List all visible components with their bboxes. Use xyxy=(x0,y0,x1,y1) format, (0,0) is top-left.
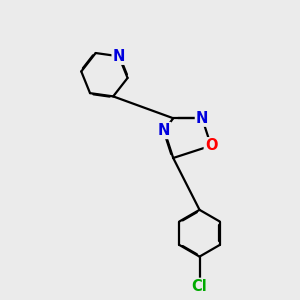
Text: O: O xyxy=(205,138,217,153)
Text: N: N xyxy=(112,49,125,64)
Text: Cl: Cl xyxy=(192,279,207,294)
Text: N: N xyxy=(158,123,170,138)
Text: N: N xyxy=(196,111,208,126)
